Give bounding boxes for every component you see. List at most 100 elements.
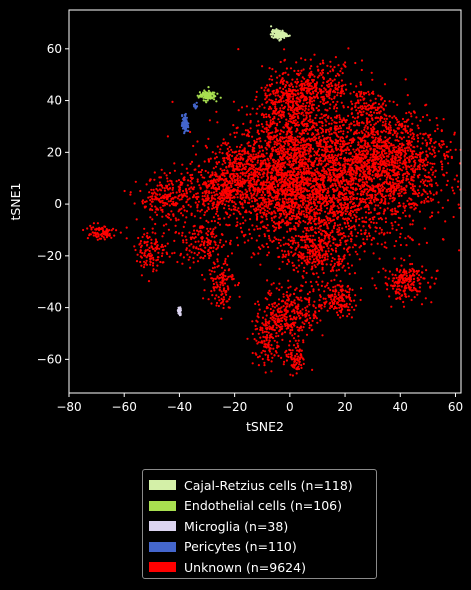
data-point — [325, 221, 328, 224]
data-point — [340, 171, 343, 174]
data-point — [279, 132, 282, 135]
data-point — [358, 258, 361, 261]
data-point — [369, 107, 372, 110]
data-point — [317, 236, 321, 239]
data-point — [302, 140, 305, 143]
data-point — [375, 112, 379, 115]
data-point — [400, 194, 403, 197]
data-point — [236, 209, 239, 212]
data-point — [270, 147, 273, 150]
data-point — [369, 105, 372, 108]
data-point — [328, 97, 331, 100]
data-point — [354, 61, 357, 65]
data-point — [360, 59, 364, 62]
data-point — [240, 106, 244, 109]
data-point — [333, 160, 336, 163]
data-point — [332, 166, 335, 169]
data-point — [365, 119, 369, 122]
data-point — [408, 159, 411, 162]
data-point — [455, 174, 458, 177]
data-point — [366, 194, 369, 197]
data-point — [210, 191, 213, 194]
data-point — [411, 223, 414, 226]
data-point — [169, 218, 172, 221]
data-point — [307, 74, 310, 77]
data-point — [388, 168, 391, 172]
data-point — [241, 216, 245, 219]
data-point — [281, 77, 284, 80]
data-point — [238, 168, 241, 171]
data-point — [181, 195, 184, 198]
data-point — [372, 128, 375, 131]
data-point — [406, 125, 410, 128]
data-point — [314, 179, 317, 182]
data-point — [342, 178, 345, 181]
data-point — [351, 191, 354, 194]
data-point — [355, 152, 358, 156]
data-point — [304, 104, 307, 107]
data-point — [191, 196, 195, 199]
data-point — [363, 126, 366, 129]
data-point — [375, 221, 378, 225]
data-point — [331, 200, 334, 203]
data-point — [383, 152, 387, 155]
data-point — [289, 170, 292, 173]
data-point — [367, 232, 371, 235]
data-point — [381, 185, 384, 188]
data-point — [413, 185, 416, 188]
data-point — [293, 146, 296, 149]
data-point — [342, 132, 345, 135]
data-point — [315, 205, 318, 208]
data-point — [427, 200, 430, 203]
data-point — [377, 116, 380, 119]
data-point — [423, 174, 426, 177]
data-point — [210, 220, 213, 223]
data-point — [215, 156, 218, 159]
data-point — [268, 237, 271, 240]
data-point — [168, 171, 172, 175]
data-point — [341, 85, 344, 88]
data-point — [362, 193, 365, 196]
data-point — [329, 65, 332, 68]
data-point — [236, 186, 240, 189]
data-point — [320, 163, 323, 166]
data-point — [147, 196, 150, 199]
data-point — [422, 133, 425, 136]
data-point — [249, 113, 252, 116]
data-point — [309, 67, 312, 70]
data-point — [384, 122, 387, 125]
data-point — [281, 137, 284, 140]
data-point — [207, 137, 210, 140]
data-point — [323, 188, 327, 191]
data-point — [345, 179, 348, 183]
data-point — [398, 173, 401, 176]
data-point — [259, 221, 262, 224]
data-point — [349, 214, 352, 217]
data-point — [280, 286, 283, 289]
data-point — [339, 172, 342, 175]
data-point — [309, 206, 312, 209]
data-point — [404, 149, 407, 152]
data-point — [304, 58, 307, 62]
data-point — [302, 167, 305, 170]
data-point — [322, 138, 325, 141]
data-point — [356, 183, 359, 186]
data-point — [334, 127, 337, 130]
data-point — [235, 145, 239, 148]
data-point — [141, 200, 144, 203]
data-point — [350, 138, 353, 141]
data-point — [264, 92, 267, 95]
data-point — [374, 174, 377, 177]
data-point — [224, 211, 227, 214]
data-point — [276, 76, 279, 79]
data-point — [400, 190, 403, 193]
data-point — [334, 164, 337, 167]
data-point — [320, 131, 323, 134]
data-point — [385, 155, 388, 158]
data-point — [166, 177, 169, 180]
data-point — [406, 199, 409, 202]
data-point — [329, 179, 332, 182]
data-point — [371, 78, 374, 81]
data-point — [294, 94, 297, 97]
data-point — [341, 146, 344, 149]
